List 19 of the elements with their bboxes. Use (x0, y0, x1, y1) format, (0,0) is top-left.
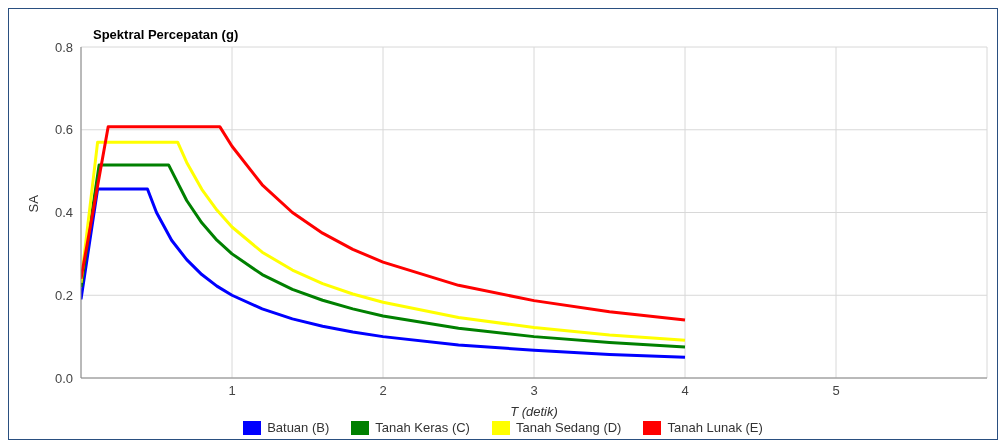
y-tick-label: 0.6 (54, 122, 73, 138)
y-tick-label: 0.8 (54, 39, 73, 55)
line-series (81, 187, 687, 359)
legend-label: Batuan (B) (267, 420, 330, 435)
legend-label: Tanah Lunak (E) (667, 420, 763, 435)
legend-label: Tanah Keras (C) (375, 420, 470, 435)
y-tick-label: 0.2 (54, 287, 73, 303)
y-axis-title: SA (25, 194, 41, 213)
x-tick-label: 2 (379, 383, 387, 399)
x-tick-label: 4 (681, 383, 689, 399)
chart-title: Spektral Percepatan (g) (93, 27, 239, 42)
x-tick-label: 3 (530, 383, 538, 399)
x-tick-label: 5 (832, 383, 840, 399)
x-axis-title: T (detik) (510, 404, 558, 419)
y-tick-label: 0.4 (54, 205, 73, 221)
x-tick-label: 1 (228, 383, 236, 399)
y-tick-label: 0.0 (54, 370, 73, 386)
legend-label: Tanah Sedang (D) (515, 420, 622, 435)
line-series (81, 125, 687, 322)
